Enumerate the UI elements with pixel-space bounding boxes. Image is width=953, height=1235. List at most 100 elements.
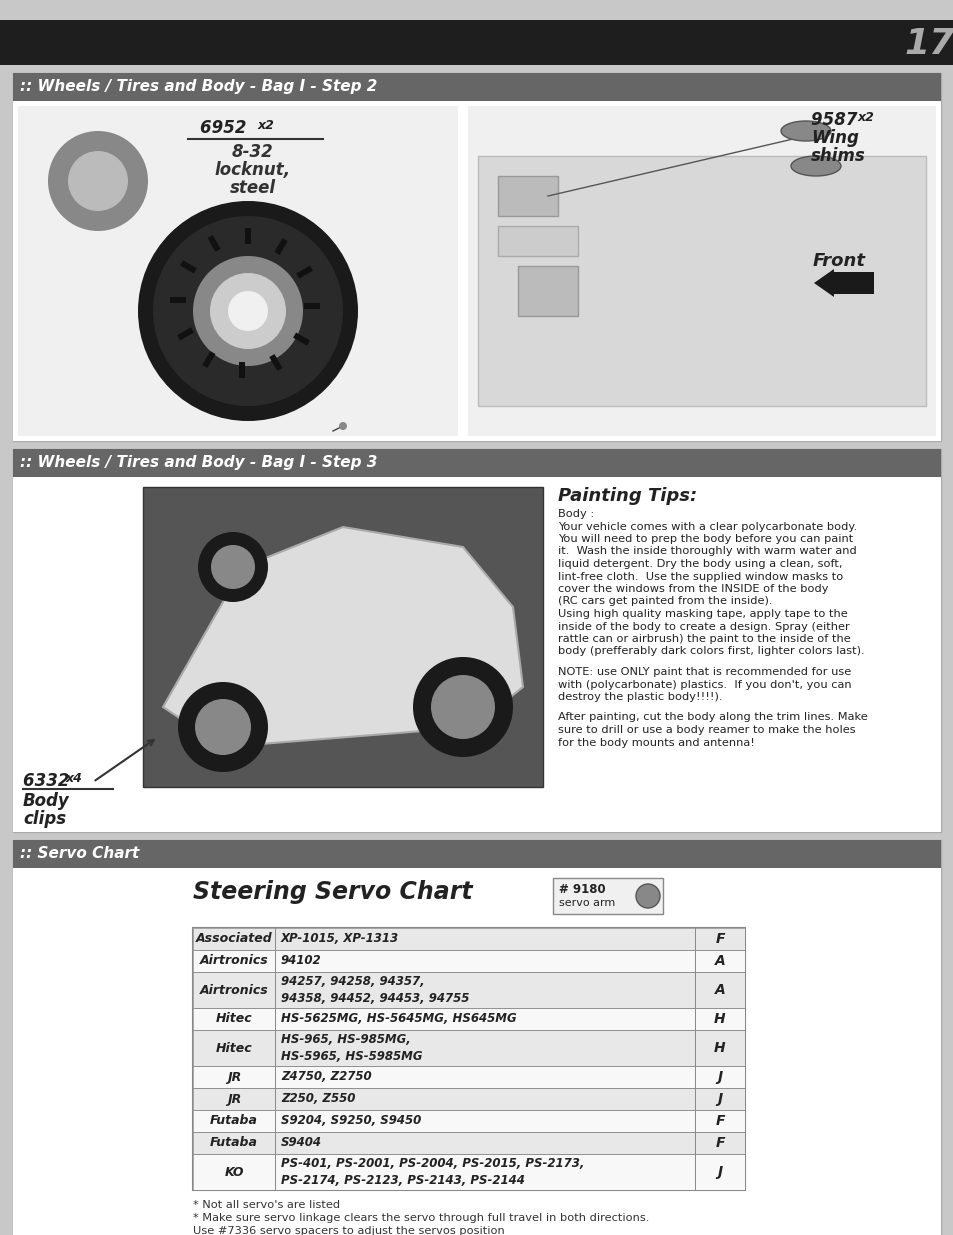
Text: F: F	[715, 932, 724, 946]
Text: :: Wheels / Tires and Body - Bag I - Step 3: :: Wheels / Tires and Body - Bag I - Ste…	[20, 456, 377, 471]
Text: sure to drill or use a body reamer to make the holes: sure to drill or use a body reamer to ma…	[558, 725, 855, 735]
Text: Airtronics: Airtronics	[199, 955, 268, 967]
Text: You will need to prep the body before you can paint: You will need to prep the body before yo…	[558, 534, 852, 543]
Text: locknut,: locknut,	[214, 161, 291, 179]
Text: :: Wheels / Tires and Body - Bag I - Step 2: :: Wheels / Tires and Body - Bag I - Ste…	[20, 79, 377, 95]
Bar	[245, 228, 251, 245]
Ellipse shape	[781, 121, 830, 141]
Text: Front: Front	[812, 252, 865, 270]
Bar	[193, 1030, 744, 1066]
Bar	[497, 226, 578, 256]
Text: x2: x2	[257, 119, 274, 132]
Bar	[193, 1132, 744, 1153]
Text: * Make sure servo linkage clears the servo through full travel in both direction: * Make sure servo linkage clears the ser…	[193, 1213, 649, 1223]
Bar	[208, 235, 220, 252]
Circle shape	[178, 682, 268, 772]
Bar	[193, 1110, 744, 1132]
Text: * Not all servo's are listed: * Not all servo's are listed	[193, 1200, 340, 1210]
Text: 6332: 6332	[23, 772, 75, 790]
Text: x4: x4	[66, 772, 83, 785]
Circle shape	[338, 422, 347, 430]
Text: Body :: Body :	[558, 509, 594, 519]
Circle shape	[210, 273, 286, 350]
Text: Wing: Wing	[810, 128, 858, 147]
Bar	[553, 878, 662, 914]
Bar	[269, 354, 282, 370]
Text: Futaba: Futaba	[210, 1114, 257, 1128]
Circle shape	[431, 676, 495, 739]
Text: # 9180: # 9180	[558, 883, 605, 897]
Bar	[193, 1088, 744, 1110]
Text: inside of the body to create a design. Spray (either: inside of the body to create a design. S…	[558, 621, 849, 631]
Bar	[293, 332, 310, 346]
Circle shape	[211, 545, 254, 589]
Circle shape	[68, 151, 128, 211]
Bar	[13, 450, 940, 832]
Text: J: J	[717, 1092, 721, 1107]
Text: NOTE: use ONLY paint that is recommended for use: NOTE: use ONLY paint that is recommended…	[558, 667, 850, 677]
Circle shape	[198, 532, 268, 601]
Text: Using high quality masking tape, apply tape to the: Using high quality masking tape, apply t…	[558, 609, 847, 619]
Bar	[13, 840, 940, 1235]
Text: H: H	[714, 1041, 725, 1055]
Text: J: J	[717, 1070, 721, 1084]
Circle shape	[152, 216, 343, 406]
Bar	[193, 950, 744, 972]
Bar	[193, 1132, 744, 1153]
Text: shims: shims	[810, 147, 864, 165]
Bar	[177, 327, 193, 341]
Bar	[193, 972, 744, 1008]
Bar	[13, 840, 940, 868]
Bar	[193, 972, 744, 1008]
Text: Body: Body	[23, 792, 70, 810]
Bar	[13, 450, 940, 477]
Text: HS-965, HS-985MG,
HS-5965, HS-5985MG: HS-965, HS-985MG, HS-5965, HS-5985MG	[281, 1032, 422, 1063]
Bar	[13, 73, 940, 101]
Circle shape	[413, 657, 513, 757]
Text: Steering Servo Chart: Steering Servo Chart	[193, 881, 472, 904]
FancyArrow shape	[813, 269, 873, 296]
Bar	[193, 950, 744, 972]
Bar	[295, 266, 313, 279]
Bar	[13, 73, 940, 441]
Text: Your vehicle comes with a clear polycarbonate body.: Your vehicle comes with a clear polycarb…	[558, 521, 856, 531]
Text: KO: KO	[224, 1166, 244, 1178]
Text: with (polycarbonate) plastics.  If you don't, you can: with (polycarbonate) plastics. If you do…	[558, 679, 851, 689]
Bar	[13, 101, 940, 441]
Text: x2: x2	[857, 111, 874, 124]
Text: PS-401, PS-2001, PS-2004, PS-2015, PS-2173,
PS-2174, PS-2123, PS-2143, PS-2144: PS-401, PS-2001, PS-2004, PS-2015, PS-21…	[281, 1157, 584, 1187]
Text: body (prefferably dark colors first, lighter colors last).: body (prefferably dark colors first, lig…	[558, 646, 863, 657]
Bar	[477, 156, 925, 406]
Bar	[193, 927, 744, 1191]
Text: Airtronics: Airtronics	[199, 983, 268, 997]
Bar	[18, 106, 457, 436]
Bar	[0, 0, 953, 20]
Text: Z4750, Z2750: Z4750, Z2750	[281, 1071, 372, 1083]
Text: JR: JR	[227, 1093, 241, 1105]
Bar	[517, 266, 578, 316]
Text: Hitec: Hitec	[215, 1013, 252, 1025]
Text: steel: steel	[230, 179, 275, 198]
Ellipse shape	[790, 156, 841, 177]
Text: 6952: 6952	[200, 119, 257, 137]
Text: Futaba: Futaba	[210, 1136, 257, 1150]
Circle shape	[138, 201, 357, 421]
Bar	[497, 177, 558, 216]
Text: liquid detergent. Dry the body using a clean, soft,: liquid detergent. Dry the body using a c…	[558, 559, 841, 569]
Bar	[180, 261, 196, 273]
Text: 9587: 9587	[810, 111, 862, 128]
Bar	[193, 1008, 744, 1030]
Text: it.  Wash the inside thoroughly with warm water and: it. Wash the inside thoroughly with warm…	[558, 547, 856, 557]
Text: cover the windows from the INSIDE of the body: cover the windows from the INSIDE of the…	[558, 584, 827, 594]
Bar	[193, 1030, 744, 1066]
Text: S9404: S9404	[281, 1136, 322, 1150]
Bar	[193, 1153, 744, 1191]
Circle shape	[48, 131, 148, 231]
Text: F: F	[715, 1114, 724, 1128]
Bar	[304, 303, 319, 309]
Text: lint-free cloth.  Use the supplied window masks to: lint-free cloth. Use the supplied window…	[558, 572, 842, 582]
Bar	[193, 1066, 744, 1088]
Bar	[193, 1110, 744, 1132]
Text: J: J	[717, 1165, 721, 1179]
Text: 94102: 94102	[281, 955, 321, 967]
